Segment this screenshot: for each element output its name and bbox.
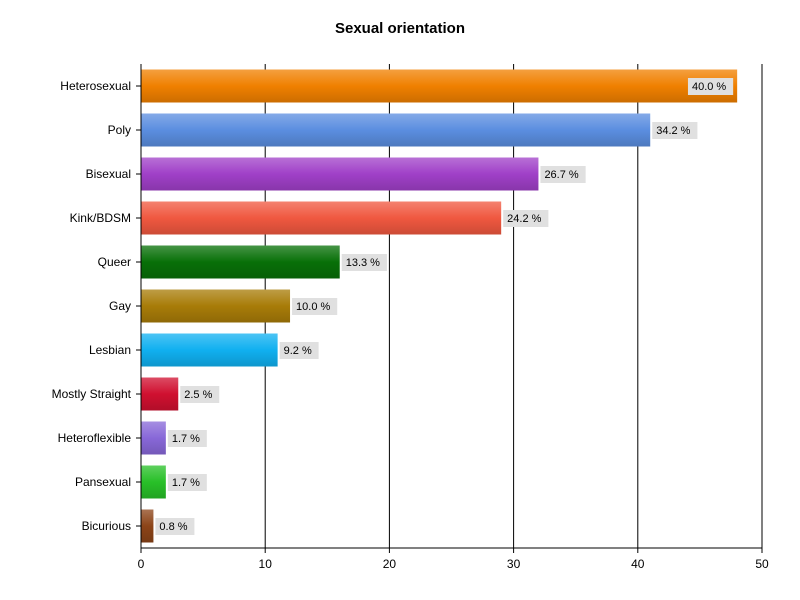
x-tick-label: 40 <box>631 557 645 571</box>
category-label: Heterosexual <box>60 79 131 93</box>
data-label: 10.0 % <box>296 301 330 313</box>
data-label: 2.5 % <box>184 389 212 401</box>
data-label: 26.7 % <box>544 169 578 181</box>
bar <box>141 113 651 147</box>
data-label-bg <box>167 430 207 447</box>
data-label: 9.2 % <box>284 345 312 357</box>
category-label: Kink/BDSM <box>70 211 131 225</box>
chart-title: Sexual orientation <box>335 20 465 37</box>
category-label: Lesbian <box>89 343 131 357</box>
data-labels: 40.0 % 34.2 % 26.7 % 24.2 % 13.3 % 10.0 % 9.2 … <box>155 78 734 535</box>
data-label: 24.2 % <box>507 213 541 225</box>
data-label-bg <box>167 474 207 491</box>
bar <box>141 421 166 455</box>
bar <box>141 157 539 191</box>
data-label-bg <box>155 518 195 535</box>
category-label: Bicurious <box>82 519 131 533</box>
data-label: 40.0 % <box>692 81 726 93</box>
data-label-bg <box>503 210 549 227</box>
bars <box>141 69 738 543</box>
x-tick-label: 30 <box>507 557 521 571</box>
category-label: Bisexual <box>86 167 131 181</box>
data-label-bg <box>180 386 220 403</box>
bar <box>141 289 291 323</box>
x-tick-label: 20 <box>383 557 397 571</box>
category-label: Queer <box>98 255 131 269</box>
data-label: 34.2 % <box>656 125 690 137</box>
category-label: Poly <box>108 123 131 137</box>
data-label-bg <box>292 298 338 315</box>
data-label-bg <box>341 254 387 271</box>
category-label: Pansexual <box>75 475 131 489</box>
bar <box>141 245 340 279</box>
category-label: Heteroflexible <box>58 431 132 445</box>
data-label-bg <box>652 122 698 139</box>
bar <box>141 509 154 543</box>
bar <box>141 465 166 499</box>
category-label: Gay <box>109 299 131 313</box>
category-label: Mostly Straight <box>52 387 132 401</box>
data-label: 1.7 % <box>172 477 200 489</box>
data-label-bg <box>540 166 586 183</box>
data-label: 1.7 % <box>172 433 200 445</box>
bar <box>141 377 179 411</box>
x-tick-label: 50 <box>755 557 769 571</box>
x-tick-label: 0 <box>138 557 145 571</box>
bar <box>141 69 738 103</box>
bar <box>141 201 502 235</box>
data-label-bg <box>279 342 319 359</box>
category-labels: Heterosexual Poly Bisexual Kink/BDSM Queer Ga… <box>52 79 132 533</box>
data-label: 0.8 % <box>159 521 187 533</box>
axes <box>136 64 763 553</box>
data-label: 13.3 % <box>346 257 380 269</box>
data-label-bg <box>687 78 734 95</box>
tick-labels: 0 10 20 30 40 50 <box>138 557 769 571</box>
x-tick-label: 10 <box>259 557 273 571</box>
bar <box>141 333 278 367</box>
